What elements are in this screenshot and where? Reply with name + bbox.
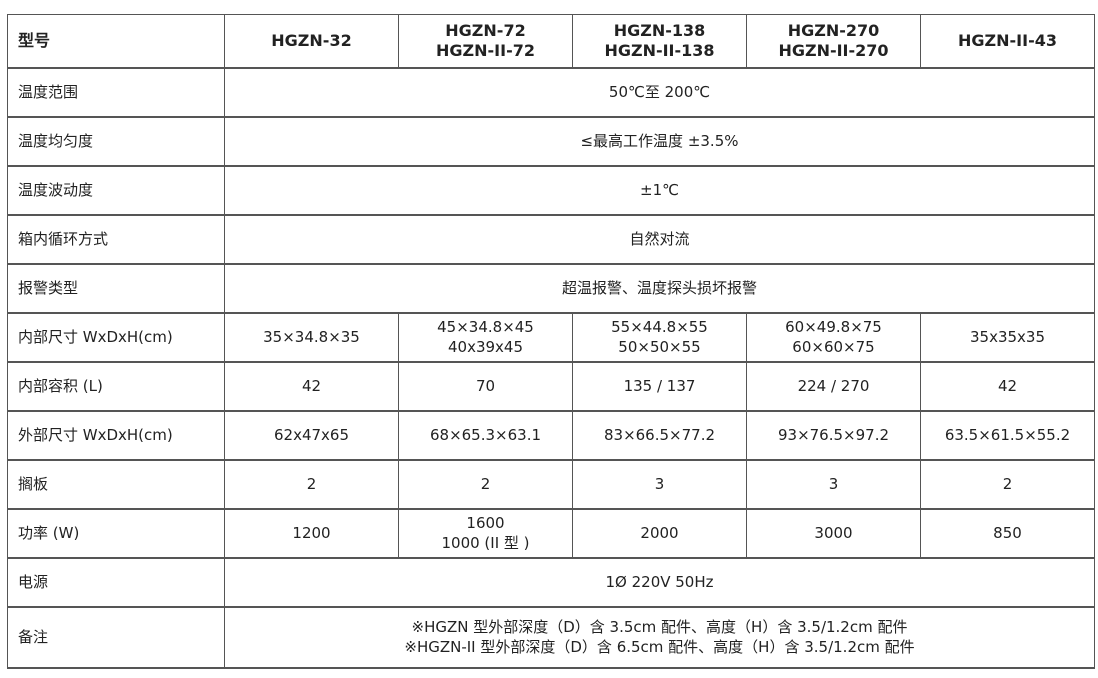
- model-header: HGZN-72 HGZN-II-72: [398, 14, 573, 68]
- row-label: 报警类型: [7, 263, 225, 313]
- value-cell: 60×49.8×75 60×60×75: [746, 312, 921, 362]
- model-header: HGZN-II-43: [920, 14, 1095, 68]
- row-label: 温度均匀度: [7, 116, 225, 166]
- value-cell: 45×34.8×45 40x39x45: [398, 312, 573, 362]
- value-cell: 2: [224, 459, 399, 509]
- row-label: 功率 (W): [7, 508, 225, 558]
- value-cell: 2000: [572, 508, 747, 558]
- value-cell: 42: [920, 361, 1095, 411]
- value-cell: 3: [572, 459, 747, 509]
- table-row: 内部尺寸 WxDxH(cm) 35×34.8×35 45×34.8×45 40x39x…: [7, 312, 1095, 362]
- row-label: 内部容积 (L): [7, 361, 225, 411]
- model-header: HGZN-32: [224, 14, 399, 68]
- table-row: 电源 1Ø 220V 50Hz: [7, 557, 1095, 607]
- table-row: 外部尺寸 WxDxH(cm) 62x47x65 68×65.3×63.1 83×66.…: [7, 410, 1095, 460]
- model-header: HGZN-138 HGZN-II-138: [572, 14, 747, 68]
- value-cell: 2: [920, 459, 1095, 509]
- row-label: 搁板: [7, 459, 225, 509]
- table-row: 搁板 2 2 3 3 2: [7, 459, 1095, 509]
- row-label: 温度波动度: [7, 165, 225, 215]
- value-cell: 135 / 137: [572, 361, 747, 411]
- spanned-value: ※HGZN 型外部深度（D）含 3.5cm 配件、高度（H）含 3.5/1.2c…: [224, 606, 1095, 668]
- header-row: 型号 HGZN-32 HGZN-72 HGZN-II-72 HGZN-138 HGZN-I…: [7, 14, 1095, 68]
- spanned-value: 50℃至 200℃: [224, 67, 1095, 117]
- row-label: 温度范围: [7, 67, 225, 117]
- row-label: 箱内循环方式: [7, 214, 225, 264]
- value-cell: 93×76.5×97.2: [746, 410, 921, 460]
- value-cell: 63.5×61.5×55.2: [920, 410, 1095, 460]
- value-cell: 62x47x65: [224, 410, 399, 460]
- value-cell: 83×66.5×77.2: [572, 410, 747, 460]
- table-row: 温度波动度 ±1℃: [7, 165, 1095, 215]
- value-cell: 1600 1000 (II 型 ): [398, 508, 573, 558]
- row-label: 电源: [7, 557, 225, 607]
- value-cell: 1200: [224, 508, 399, 558]
- value-cell: 3000: [746, 508, 921, 558]
- spanned-value: ±1℃: [224, 165, 1095, 215]
- value-cell: 70: [398, 361, 573, 411]
- value-cell: 42: [224, 361, 399, 411]
- spec-table: 型号 HGZN-32 HGZN-72 HGZN-II-72 HGZN-138 HGZN-I…: [7, 14, 1095, 669]
- value-cell: 3: [746, 459, 921, 509]
- model-header: HGZN-270 HGZN-II-270: [746, 14, 921, 68]
- spanned-value: ≤最高工作温度 ±3.5%: [224, 116, 1095, 166]
- header-label: 型号: [7, 14, 225, 68]
- value-cell: 35×34.8×35: [224, 312, 399, 362]
- row-label: 外部尺寸 WxDxH(cm): [7, 410, 225, 460]
- value-cell: 224 / 270: [746, 361, 921, 411]
- value-cell: 2: [398, 459, 573, 509]
- spanned-value: 超温报警、温度探头损坏报警: [224, 263, 1095, 313]
- table-row: 备注 ※HGZN 型外部深度（D）含 3.5cm 配件、高度（H）含 3.5/1.…: [7, 606, 1095, 668]
- spanned-value: 自然对流: [224, 214, 1095, 264]
- table-row: 内部容积 (L) 42 70 135 / 137 224 / 270 42: [7, 361, 1095, 411]
- value-cell: 35x35x35: [920, 312, 1095, 362]
- value-cell: 55×44.8×55 50×50×55: [572, 312, 747, 362]
- table-row: 温度均匀度 ≤最高工作温度 ±3.5%: [7, 116, 1095, 166]
- table-row: 箱内循环方式 自然对流: [7, 214, 1095, 264]
- value-cell: 850: [920, 508, 1095, 558]
- row-label: 内部尺寸 WxDxH(cm): [7, 312, 225, 362]
- value-cell: 68×65.3×63.1: [398, 410, 573, 460]
- table-row: 功率 (W) 1200 1600 1000 (II 型 ) 2000 3000 850: [7, 508, 1095, 558]
- row-label: 备注: [7, 606, 225, 668]
- table-row: 报警类型 超温报警、温度探头损坏报警: [7, 263, 1095, 313]
- spanned-value: 1Ø 220V 50Hz: [224, 557, 1095, 607]
- table-row: 温度范围 50℃至 200℃: [7, 67, 1095, 117]
